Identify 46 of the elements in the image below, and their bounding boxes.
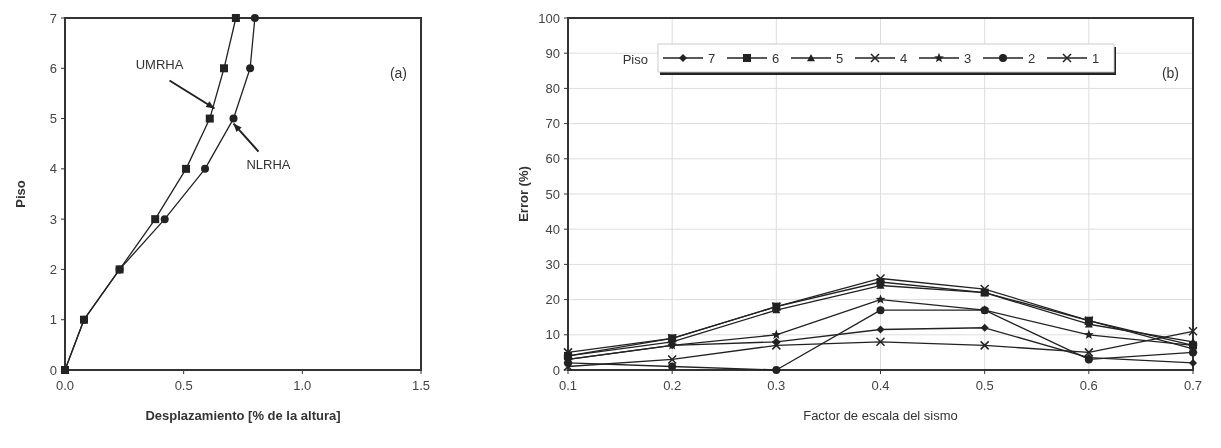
x-tick-label: 1.5 (411, 378, 431, 393)
y-axis-title: Piso (13, 180, 28, 208)
y-tick-label: 60 (545, 151, 560, 167)
y-tick-label: 100 (538, 10, 560, 26)
x-tick-label: 0.4 (871, 378, 890, 393)
y-axis-title: Error (%) (516, 166, 531, 222)
annotation: (b) (1161, 65, 1179, 81)
legend-label: 7 (708, 51, 716, 66)
y-tick-label: 30 (545, 256, 560, 272)
legend-label: 2 (1028, 51, 1036, 66)
y-tick-label: 0 (552, 362, 560, 378)
y-tick-label: 80 (545, 80, 560, 96)
y-tick-label: 4 (49, 161, 57, 177)
y-tick-label: 6 (49, 60, 57, 76)
x-axis-title: Factor de escala del sismo (803, 408, 958, 423)
legend-label: 4 (900, 51, 908, 66)
y-tick-label: 1 (49, 312, 57, 328)
x-tick-label: 0.0 (55, 378, 75, 393)
legend-label: 3 (964, 51, 972, 66)
legend-label: 5 (836, 51, 844, 66)
x-tick-label: 0.5 (174, 378, 193, 393)
y-tick-label: 10 (545, 327, 560, 343)
x-tick-label: 0.6 (1079, 378, 1098, 393)
x-tick-label: 0.3 (767, 378, 786, 393)
x-tick-label: 1.0 (293, 378, 312, 393)
y-tick-label: 50 (545, 186, 560, 202)
x-tick-label: 0.1 (558, 378, 578, 393)
y-tick-label: 2 (49, 261, 57, 277)
y-tick-label: 70 (545, 116, 560, 132)
x-tick-label: 0.2 (663, 378, 682, 393)
y-tick-label: 20 (545, 292, 560, 308)
x-tick-label: 0.7 (1183, 378, 1203, 393)
annotation: UMRHA (135, 56, 184, 72)
y-tick-label: 40 (545, 221, 560, 237)
y-tick-label: 0 (49, 362, 57, 378)
y-tick-label: 3 (49, 211, 57, 227)
legend-label: 1 (1092, 51, 1100, 66)
legend-label: 6 (772, 51, 780, 66)
y-tick-label: 7 (49, 10, 57, 26)
x-tick-label: 0.5 (975, 378, 994, 393)
y-tick-label: 5 (49, 111, 57, 127)
annotation: NLRHA (246, 156, 291, 172)
x-axis-title: Desplazamiento [% de la altura] (145, 408, 341, 423)
annotation: (a) (389, 65, 407, 81)
legend-title: Piso (622, 52, 648, 67)
y-tick-label: 90 (545, 45, 560, 61)
